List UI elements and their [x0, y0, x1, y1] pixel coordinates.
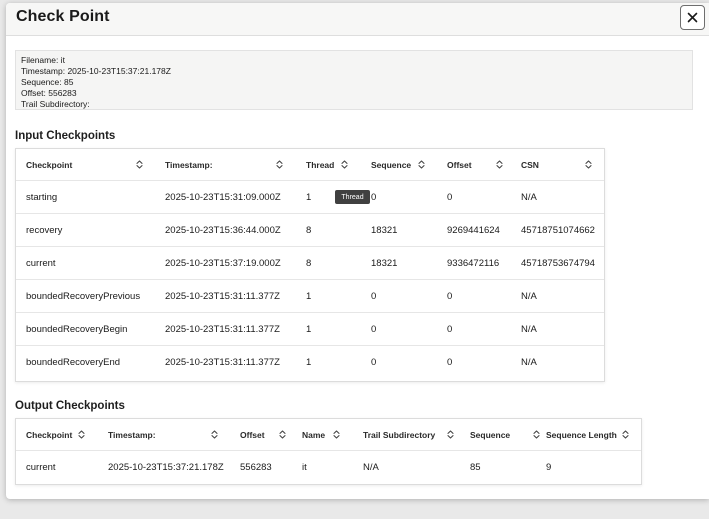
input-table-cell: 0	[447, 290, 453, 302]
summary-timestamp: Timestamp: 2025-10-23T15:37:21.178Z	[21, 66, 171, 76]
input-table-cell: 9336472116	[447, 257, 500, 269]
input-column-header[interactable]: Offset	[447, 159, 472, 170]
output-checkpoints-title: Output Checkpoints	[15, 400, 125, 412]
input-column-header[interactable]: CSN	[521, 159, 539, 170]
input-table-cell: N/A	[521, 357, 537, 368]
thread-tooltip: Thread	[335, 190, 370, 204]
input-table-cell: 45718753674794	[521, 257, 595, 269]
input-table-cell: current	[26, 257, 56, 269]
input-table-row: starting 2025-10-23T15:31:09.000Z 1 0 0 N/A	[16, 181, 604, 214]
input-table-cell: N/A	[521, 191, 537, 203]
summary-trail-subdirectory: Trail Subdirectory:	[21, 99, 90, 109]
input-table-row: current 2025-10-23T15:37:19.000Z 8 18321 933…	[16, 247, 604, 280]
input-table-cell: 1	[306, 357, 312, 368]
sort-updown-icon[interactable]	[77, 419, 85, 450]
input-checkpoints-title: Input Checkpoints	[15, 130, 116, 142]
summary-offset: Offset: 556283	[21, 88, 77, 98]
input-table-row: recovery 2025-10-23T15:36:44.000Z 8 18321 92…	[16, 214, 604, 247]
sort-updown-icon[interactable]	[532, 419, 540, 450]
summary-filename: Filename: it	[21, 55, 65, 65]
input-table-cell: boundedRecoveryBegin	[26, 323, 128, 335]
output-table-cell: 9	[546, 462, 552, 473]
input-table-cell: starting	[26, 191, 58, 203]
sort-updown-icon[interactable]	[584, 149, 592, 180]
checkpoint-summary: Filename: it Timestamp: 2025-10-23T15:37…	[15, 50, 693, 110]
sort-updown-icon[interactable]	[210, 419, 218, 450]
input-table-cell: 0	[371, 323, 377, 335]
input-table-cell: 2025-10-23T15:31:11.377Z	[165, 357, 280, 368]
input-header-row: Checkpoint Timestamp: Thread Sequence Offset…	[16, 149, 604, 181]
input-table-row: boundedRecoveryPrevious 2025-10-23T15:31:…	[16, 280, 604, 313]
input-table-cell: 2025-10-23T15:37:19.000Z	[165, 257, 281, 269]
summary-sequence: Sequence: 85	[21, 77, 74, 87]
sort-updown-icon[interactable]	[417, 149, 425, 180]
input-table-cell: N/A	[521, 290, 537, 302]
input-table-cell: 0	[447, 323, 453, 335]
output-column-header[interactable]: Name	[302, 429, 326, 440]
input-column-header[interactable]: Sequence	[371, 159, 412, 170]
output-table-cell: 2025-10-23T15:37:21.178Z	[108, 462, 224, 473]
input-table-cell: 8	[306, 224, 312, 236]
input-table-cell: 2025-10-23T15:31:11.377Z	[165, 323, 280, 335]
output-table-cell: it	[302, 462, 307, 473]
input-table-cell: 2025-10-23T15:31:09.000Z	[165, 191, 281, 203]
output-table-cell: 556283	[240, 462, 272, 473]
output-table-row: current 2025-10-23T15:37:21.178Z 556283 it N…	[16, 451, 641, 484]
output-checkpoints-table: Checkpoint Timestamp: Offset Name Trail Subd…	[15, 418, 642, 485]
input-table-cell: 2025-10-23T15:36:44.000Z	[165, 224, 281, 236]
output-column-header[interactable]: Timestamp:	[108, 429, 156, 440]
output-column-header[interactable]: Checkpoint	[26, 429, 73, 440]
input-table-cell: 8	[306, 257, 312, 269]
sort-updown-icon[interactable]	[495, 149, 503, 180]
sort-updown-icon[interactable]	[135, 149, 143, 180]
input-column-header[interactable]: Thread	[306, 159, 335, 170]
sort-updown-icon[interactable]	[446, 419, 454, 450]
input-table-cell: 1	[306, 290, 312, 302]
input-table-row: boundedRecoveryBegin 2025-10-23T15:31:11.…	[16, 313, 604, 346]
input-column-header[interactable]: Timestamp:	[165, 159, 213, 170]
input-column-header[interactable]: Checkpoint	[26, 159, 73, 170]
input-table-cell: 9269441624	[447, 224, 500, 236]
close-icon	[687, 12, 698, 23]
output-column-header[interactable]: Sequence	[470, 429, 511, 440]
input-table-cell: 2025-10-23T15:31:11.377Z	[165, 290, 280, 302]
input-table-cell: 45718751074662	[521, 224, 595, 236]
sort-updown-icon[interactable]	[332, 419, 340, 450]
close-button[interactable]	[680, 5, 705, 30]
input-table-cell: 1	[306, 323, 312, 335]
sort-updown-icon[interactable]	[621, 419, 629, 450]
input-table-cell: N/A	[521, 323, 537, 335]
input-table-cell: 0	[447, 357, 453, 368]
output-column-header[interactable]: Sequence Length	[546, 429, 617, 440]
input-table-row: boundedRecoveryEnd 2025-10-23T15:31:11.37…	[16, 346, 604, 379]
output-column-header[interactable]: Offset	[240, 429, 265, 440]
output-table-cell: 85	[470, 462, 481, 473]
input-table-cell: 0	[447, 191, 453, 203]
input-table-cell: recovery	[26, 224, 63, 236]
output-header-row: Checkpoint Timestamp: Offset Name Trail Subd…	[16, 419, 641, 451]
input-table-cell: 18321	[371, 224, 398, 236]
input-table-cell: 1	[306, 191, 312, 203]
dialog-title: Check Point	[16, 8, 110, 25]
input-table-cell: 0	[371, 191, 377, 203]
sort-updown-icon[interactable]	[278, 419, 286, 450]
dialog-header: Check Point	[6, 3, 709, 36]
input-table-cell: boundedRecoveryPrevious	[26, 290, 141, 302]
checkpoint-dialog: Check Point Filename: it Timestamp: 2025…	[6, 3, 709, 499]
output-column-header[interactable]: Trail Subdirectory	[363, 429, 436, 440]
input-table-cell: 18321	[371, 257, 398, 269]
output-table-cell: current	[26, 462, 56, 473]
input-table-cell: 0	[371, 357, 377, 368]
input-table-cell: 0	[371, 290, 377, 302]
sort-updown-icon[interactable]	[275, 149, 283, 180]
sort-updown-icon[interactable]	[340, 149, 348, 180]
output-table-cell: N/A	[363, 462, 379, 473]
input-table-cell: boundedRecoveryEnd	[26, 357, 121, 368]
input-checkpoints-table: Checkpoint Timestamp: Thread Sequence Offset…	[15, 148, 605, 382]
